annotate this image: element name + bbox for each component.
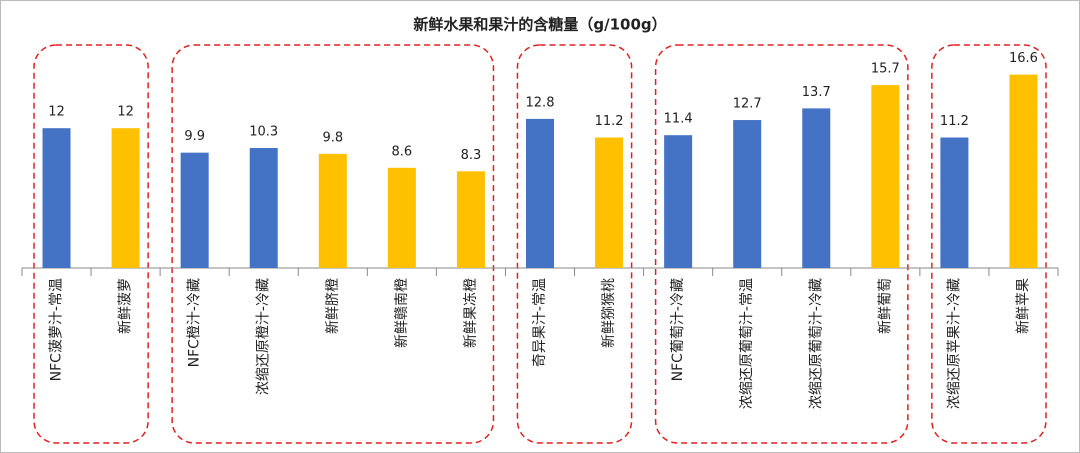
- value-label: 8.6: [392, 144, 413, 159]
- value-label: 15.7: [871, 62, 900, 77]
- value-label: 12.7: [733, 97, 762, 112]
- bar: [664, 135, 693, 268]
- bar: [871, 85, 900, 268]
- x-tick-label: 浓缩还原葡萄汁-常温: [739, 278, 755, 409]
- group-outline: [931, 44, 1047, 444]
- x-tick-label: NFC橙汁-冷藏: [187, 278, 203, 367]
- value-label: 9.8: [322, 130, 343, 145]
- value-label: 11.2: [595, 114, 624, 129]
- value-label: 12: [48, 105, 65, 120]
- x-tick-label: 新鲜脐橙: [325, 278, 341, 334]
- bar: [249, 148, 278, 268]
- bar: [387, 167, 416, 268]
- x-tick-label: 新鲜果冻橙: [462, 278, 479, 348]
- x-tick-label: 浓缩还原橙汁-冷藏: [256, 278, 272, 395]
- value-label: 12: [117, 105, 134, 120]
- x-tick-label: NFC菠萝汁-常温: [49, 278, 65, 381]
- value-label: 12.8: [526, 95, 555, 110]
- value-label: 9.9: [184, 129, 205, 144]
- bar: [802, 108, 831, 269]
- chart-title: 新鲜水果和果汁的含糖量（g/100g）: [413, 16, 666, 34]
- x-tick-label: 浓缩还原苹果汁-冷藏: [946, 278, 962, 409]
- group-outline: [654, 44, 909, 444]
- value-label: 11.2: [940, 114, 969, 129]
- bar: [595, 137, 624, 268]
- group-outline: [516, 44, 633, 444]
- bar: [180, 152, 209, 268]
- x-tick-label: NFC葡萄汁-冷藏: [670, 278, 686, 381]
- bar: [526, 118, 554, 268]
- value-label: 13.7: [802, 85, 831, 100]
- bar: [733, 120, 762, 268]
- x-tick-label: 奇异果汁-常温: [531, 278, 548, 367]
- bar: [940, 137, 969, 268]
- bar: [42, 128, 71, 268]
- value-label: 16.6: [1009, 51, 1038, 66]
- x-tick-label: 新鲜菠萝: [118, 278, 134, 334]
- value-label: 11.4: [664, 112, 693, 127]
- bar: [111, 128, 140, 268]
- group-outline: [33, 44, 149, 444]
- x-tick-label: 新鲜赣南橙: [394, 278, 410, 348]
- bar: [318, 153, 347, 268]
- x-tick-label: 新鲜葡萄: [877, 278, 893, 334]
- bar: [1009, 74, 1038, 268]
- x-tick-label: 浓缩还原葡萄汁-冷藏: [808, 278, 824, 409]
- bar: [456, 171, 485, 268]
- x-tick-label: 新鲜猕猴桃: [601, 278, 617, 348]
- value-label: 8.3: [461, 148, 482, 163]
- value-label: 10.3: [249, 125, 278, 140]
- x-tick-label: 新鲜苹果: [1015, 278, 1031, 334]
